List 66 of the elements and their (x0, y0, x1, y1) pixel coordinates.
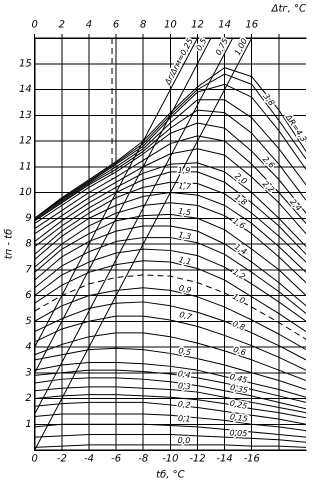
text: 3,8 (261, 92, 276, 108)
text: 0,5 (178, 346, 192, 358)
text: 1,8 (232, 192, 249, 208)
x2-tick-label: 12 (191, 20, 204, 31)
text: 1,0 (231, 292, 247, 306)
x2-tick-label: 10 (164, 20, 177, 31)
text: 1,3 (178, 230, 192, 242)
x-tick-label: -10 (162, 454, 179, 465)
text: 2,2 (260, 179, 276, 194)
y-tick-label: 7 (25, 264, 32, 276)
x2-tick-label: 14 (218, 20, 231, 31)
text: 0,8 (231, 319, 246, 332)
x2-tick-label: 0 (32, 20, 38, 31)
text: 1,7 (178, 181, 192, 192)
y-tick-label: 14 (18, 84, 32, 96)
series-label: 0,1 (178, 414, 191, 424)
x-tick-label: -4 (84, 454, 94, 465)
y-tick-label: 6 (25, 290, 32, 302)
text: 0,35 (229, 382, 249, 396)
y-tick-label: 9 (25, 212, 32, 224)
y-tick-label: 15 (18, 58, 32, 70)
y-tick-label: 5 (25, 316, 32, 327)
y-tick-label: 12 (18, 136, 32, 147)
text: 0,45 (228, 372, 248, 385)
text: 1,1 (178, 255, 192, 267)
y-tick-label: 10 (18, 187, 32, 198)
text: 0,7 (178, 310, 193, 322)
x-tick-label: -16 (244, 454, 260, 465)
y-tick-label: 1 (25, 418, 32, 430)
y-tick-label: 8 (25, 238, 32, 250)
x-tick-label: -8 (138, 454, 148, 465)
y-tick-label: 13 (18, 110, 32, 121)
x-axis-title: tб, °C (156, 470, 185, 481)
text: 0,9 (178, 283, 192, 296)
text: 2,4 (288, 197, 304, 213)
text: 0,2 (177, 400, 191, 410)
x2-tick-label: 8 (140, 20, 146, 31)
series-label: 0,05 (229, 428, 248, 438)
x2-tick-label: 4 (86, 20, 92, 31)
text: 0,15 (229, 412, 248, 424)
text: 0,25 (228, 398, 248, 411)
x-tick-label: -14 (216, 454, 233, 465)
x-tick-label: -12 (189, 454, 206, 465)
text: 1,6 (231, 216, 247, 231)
y-tick-label: 2 (25, 393, 32, 404)
x2-tick-label: 2 (58, 20, 66, 31)
text: 0,3 (178, 381, 192, 392)
y-tick-label: 11 (18, 161, 32, 172)
y-tick-label: 3 (25, 367, 32, 378)
series-label: 0,0 (178, 436, 190, 445)
text: 0,5 (194, 36, 208, 52)
y-tick-label: 4 (25, 342, 32, 353)
text: 0,75 (214, 36, 230, 57)
text: 2,6 (260, 154, 276, 170)
x2-axis-title: Δtг, °C (270, 4, 306, 15)
text: 2,0 (233, 171, 249, 186)
text: 1,4 (232, 242, 248, 257)
x2-tick-label: 16 (245, 20, 258, 31)
text: 0,6 (232, 344, 248, 358)
x-tick-label: -2 (56, 454, 67, 465)
text: 1,00 (232, 36, 250, 57)
y-axis-title: tп - tб (4, 228, 15, 260)
text: 1,5 (178, 206, 192, 218)
x-tick-label: -6 (111, 454, 122, 465)
x-tick-label: 0 (32, 454, 38, 465)
x2-tick-label: 6 (112, 20, 120, 31)
